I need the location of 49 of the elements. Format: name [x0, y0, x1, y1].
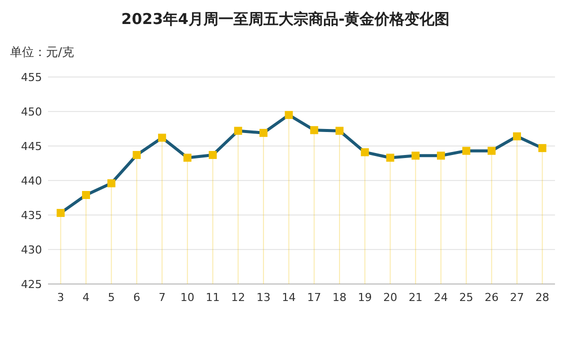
- point: [488, 146, 496, 155]
- y-tick-label: 445: [21, 140, 42, 153]
- x-tick-label: 5: [108, 291, 115, 304]
- point: [436, 152, 445, 160]
- point: [208, 150, 217, 159]
- point: [183, 154, 192, 162]
- point: [158, 134, 166, 142]
- x-tick-label: 11: [206, 291, 220, 304]
- point: [360, 148, 369, 156]
- x-tick-label: 24: [434, 291, 448, 304]
- x-tick-label: 28: [535, 291, 550, 304]
- y-tick-label: 440: [21, 174, 42, 188]
- x-tick-label: 3: [57, 291, 64, 304]
- x-tick-label: 12: [231, 291, 246, 304]
- point: [284, 110, 293, 119]
- point: [538, 144, 546, 152]
- point: [412, 152, 420, 160]
- point: [82, 190, 90, 199]
- x-tick-label: 14: [282, 291, 296, 304]
- point: [386, 154, 394, 162]
- y-tick-label: 430: [21, 244, 42, 256]
- y-tick-label: 425: [21, 278, 42, 291]
- point: [107, 179, 116, 188]
- point: [132, 150, 141, 159]
- x-tick-label: 7: [158, 291, 166, 304]
- x-tick-label: 19: [358, 291, 372, 304]
- x-tick-label: 6: [133, 291, 140, 304]
- x-tick-label: 13: [256, 291, 270, 304]
- point: [56, 208, 65, 217]
- point: [512, 132, 521, 140]
- x-tick-label: 17: [307, 291, 322, 304]
- point: [234, 126, 242, 135]
- chart-title: 2023年4月周一至周五大宗商品-黄金价格变化图: [121, 10, 450, 28]
- y-axis-title: 单位：元/克: [10, 45, 74, 59]
- x-tick-label: 25: [459, 291, 474, 304]
- point: [462, 146, 470, 155]
- y-tick-label: 455: [21, 71, 42, 84]
- x-tick-label: 21: [408, 291, 423, 304]
- point: [259, 128, 268, 137]
- x-tick-label: 4: [82, 291, 90, 304]
- point: [310, 126, 318, 134]
- point: [336, 126, 344, 135]
- y-tick-label: 450: [21, 106, 42, 118]
- x-tick-label: 10: [180, 291, 194, 304]
- x-tick-label: 26: [484, 291, 499, 304]
- x-tick-label: 18: [332, 291, 347, 304]
- x-tick-label: 27: [510, 291, 524, 304]
- x-tick-label: 20: [383, 291, 398, 304]
- y-tick-label: 435: [21, 209, 42, 222]
